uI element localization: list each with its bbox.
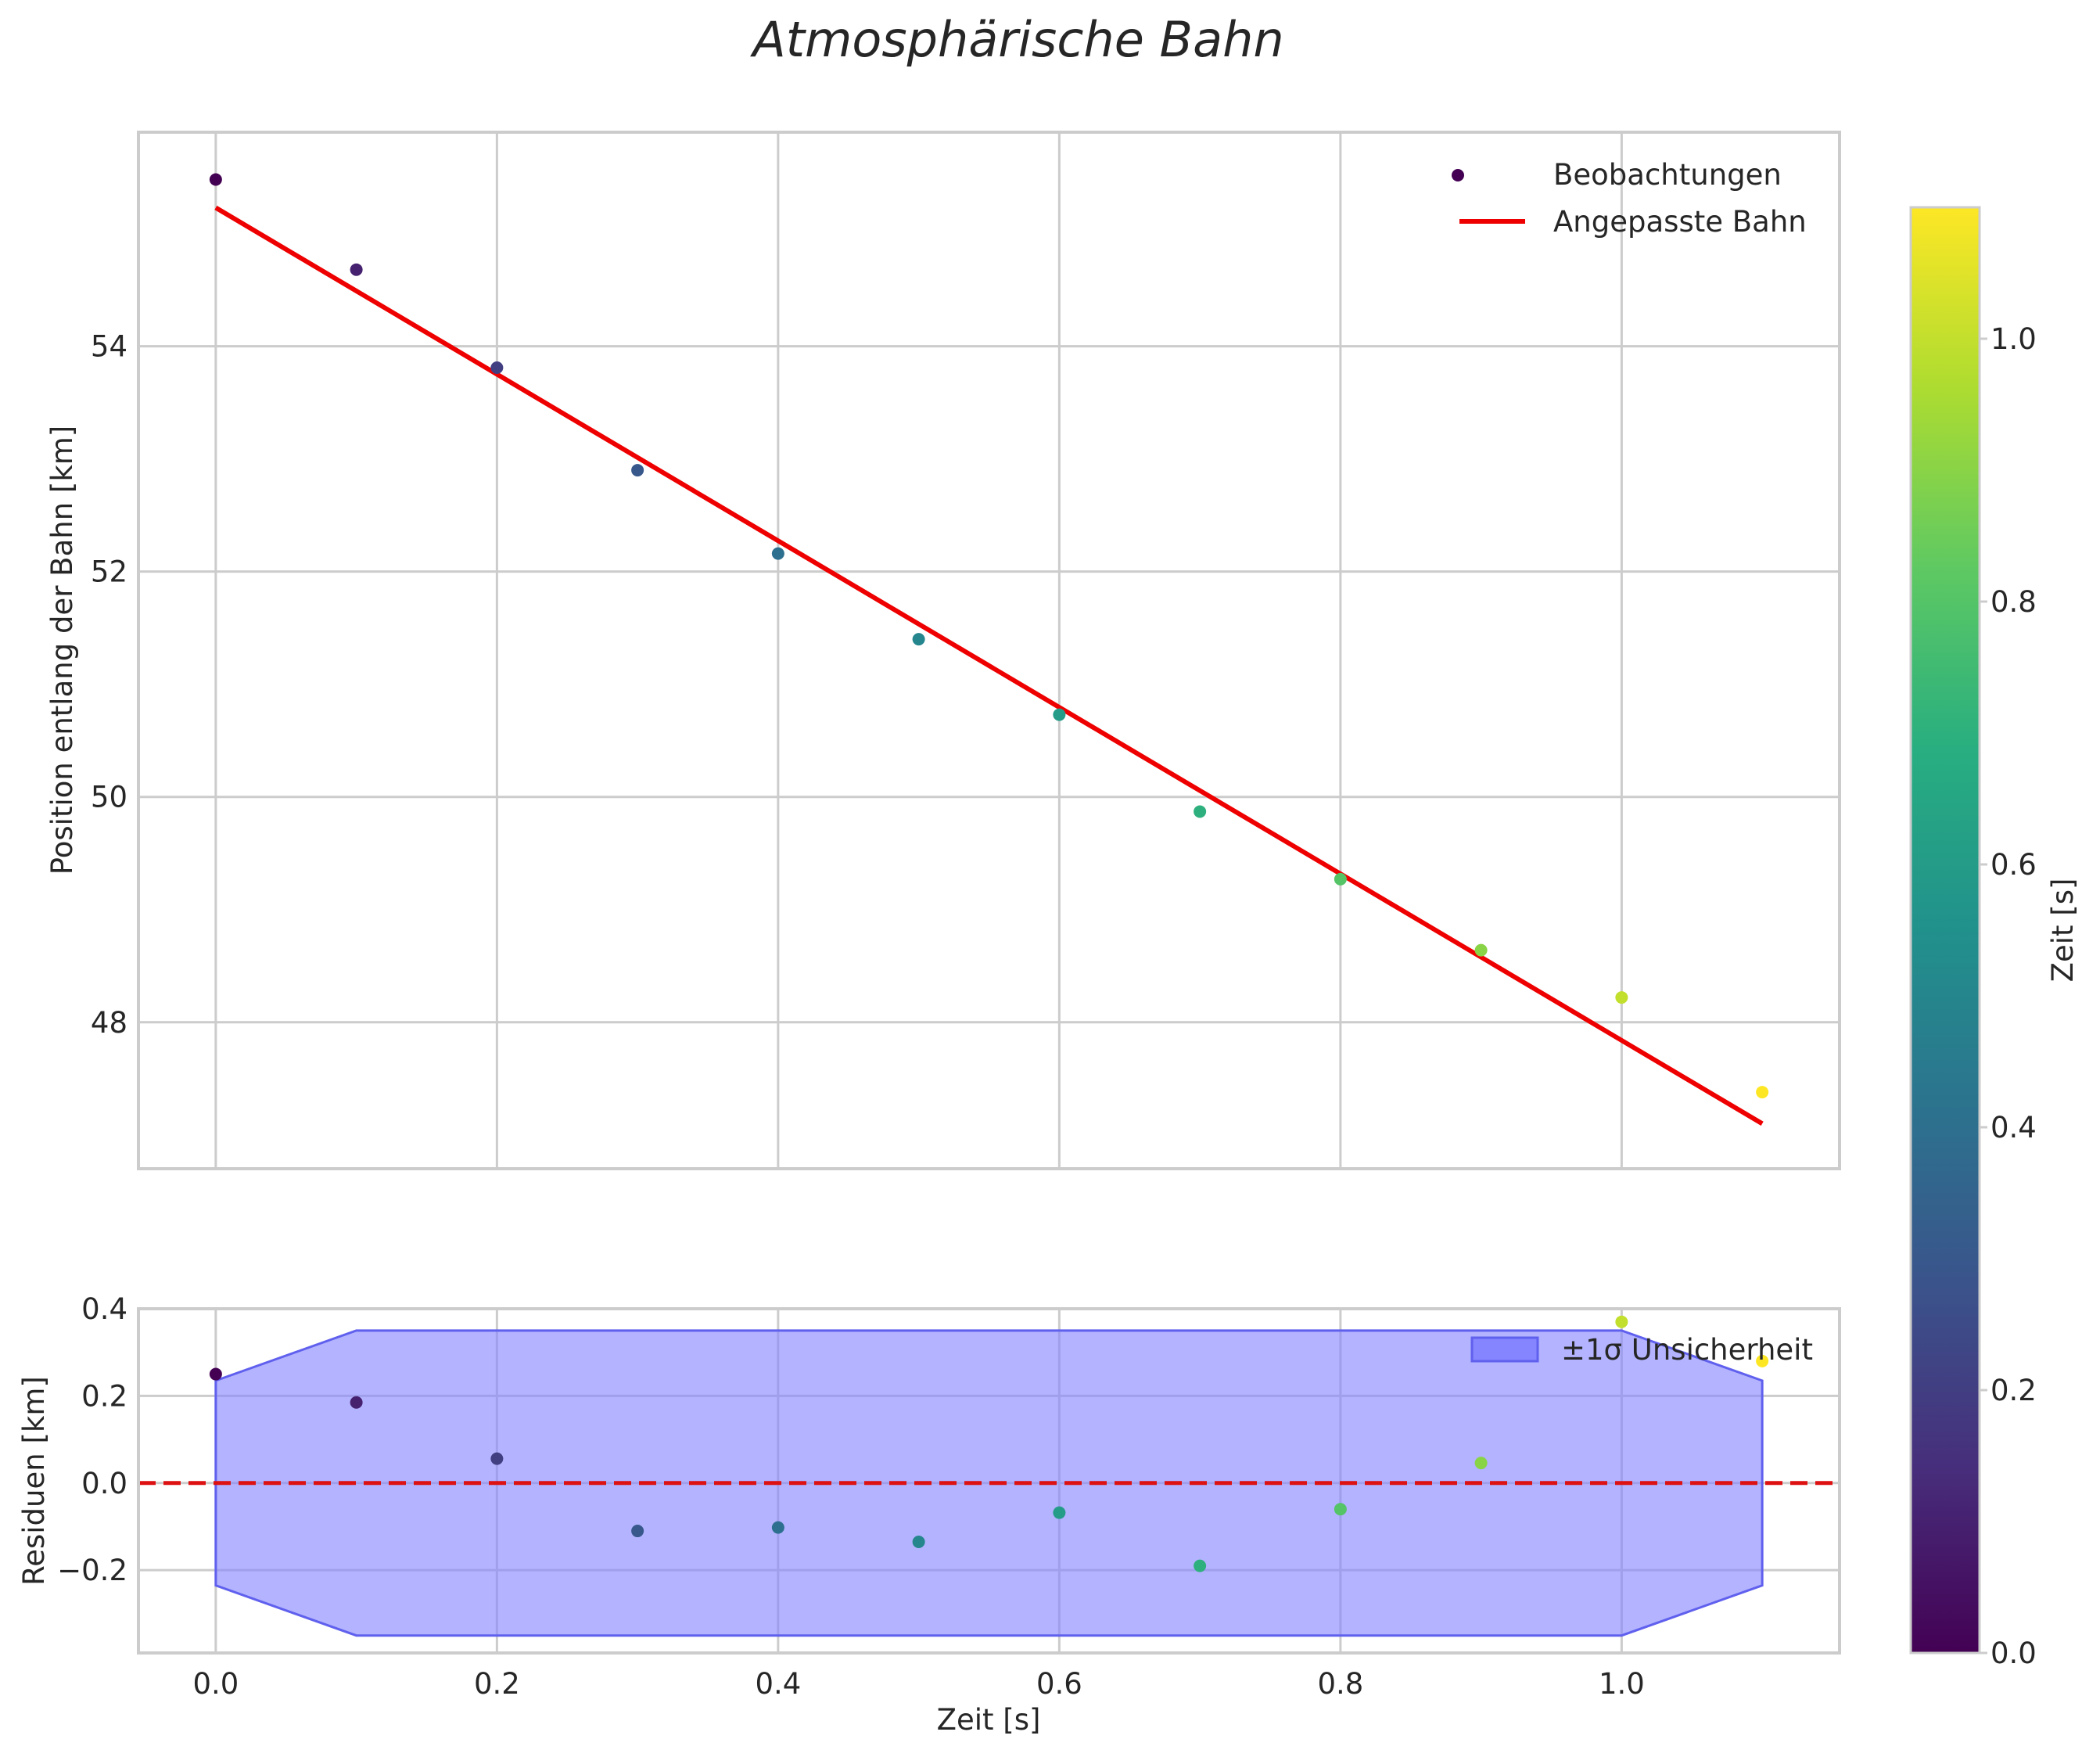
residual-point (350, 1396, 363, 1409)
x-tick-label: 1.0 (1599, 1667, 1645, 1701)
x-tick-label: 0.4 (755, 1667, 801, 1701)
observation-point (1334, 872, 1347, 886)
residuals-y-axis-label: Residuen [km] (17, 1376, 51, 1586)
residuals-y-tick-label: 0.2 (81, 1379, 127, 1413)
main-grid (138, 132, 1840, 1169)
legend-marker-observations (1452, 169, 1464, 181)
uncertainty-band (214, 1329, 1764, 1637)
legend-label-observations: Beobachtungen (1553, 158, 1782, 192)
colorbar-tick-label: 0.6 (1991, 848, 2037, 882)
observation-point (1194, 805, 1207, 818)
residuals-legend[interactable]: ±1σ Unsicherheit (1470, 1333, 1813, 1367)
residuals-y-tick-label: 0.0 (81, 1467, 127, 1500)
residuals-y-tick-label: 0.4 (81, 1292, 127, 1326)
colorbar-label: Zeit [s] (2046, 878, 2080, 983)
main-y-tick-label: 54 (91, 330, 127, 364)
residuals-plot-frame (137, 1307, 1841, 1655)
main-y-tick-label: 50 (91, 781, 127, 814)
observation-point (1474, 943, 1488, 957)
colorbar-tick-label: 1.0 (1991, 322, 2037, 356)
residual-point (1474, 1457, 1488, 1470)
residual-point (1756, 1354, 1769, 1367)
main-y-tick-label: 52 (91, 555, 127, 589)
residuals-plot-marks (138, 1315, 1840, 1637)
colorbar (1909, 206, 1981, 1655)
observation-point (1615, 991, 1628, 1004)
x-tick-label: 0.0 (192, 1667, 239, 1701)
colorbar-tick-label: 0.0 (1991, 1637, 2037, 1670)
residuals-y-tick-label: −0.2 (57, 1554, 127, 1587)
main-plot-marks (209, 173, 1769, 1126)
x-axis-label: Zeit [s] (937, 1703, 1041, 1737)
observation-point (1756, 1086, 1769, 1099)
colorbar-tick-label: 0.2 (1991, 1374, 2037, 1407)
residuals-tick-labels: −0.2 0.0 0.2 0.4 0.0 0.2 0.4 0.6 0.8 1.0 (57, 1292, 1645, 1701)
residual-point (771, 1521, 784, 1534)
observation-point (912, 633, 925, 646)
fit-line (214, 205, 1764, 1126)
residual-point (209, 1367, 222, 1381)
residual-point (631, 1525, 644, 1538)
residual-point (490, 1452, 504, 1465)
legend-label-fit-line: Angepasste Bahn (1553, 205, 1807, 239)
main-plot-frame (137, 131, 1841, 1170)
colorbar-tick-label: 0.4 (1991, 1111, 2037, 1144)
legend-label-uncertainty-band: ±1σ Unsicherheit (1561, 1333, 1813, 1367)
main-y-axis-label: Position entlang der Bahn [km] (45, 426, 79, 875)
observation-point (209, 173, 222, 186)
chart-title: Atmosphärische Bahn (749, 11, 1283, 68)
observation-point (350, 263, 363, 276)
observation-point (1053, 708, 1066, 721)
x-tick-label: 0.6 (1036, 1667, 1082, 1701)
colorbar-tick-labels: 0.0 0.2 0.4 0.6 0.8 1.0 (1980, 322, 2037, 1670)
main-tick-labels: 48 50 52 54 (91, 330, 127, 1040)
residual-point (1194, 1559, 1207, 1572)
residual-point (1615, 1315, 1628, 1328)
colorbar-tick-label: 0.8 (1991, 585, 2037, 619)
residual-point (912, 1535, 925, 1548)
main-y-tick-label: 48 (91, 1006, 127, 1040)
observation-point (631, 464, 644, 477)
residual-point (1053, 1506, 1066, 1519)
x-tick-label: 0.2 (474, 1667, 520, 1701)
main-legend[interactable]: Beobachtungen Angepasste Bahn (1452, 158, 1807, 239)
observation-point (490, 361, 504, 375)
legend-marker-uncertainty-band (1470, 1336, 1539, 1363)
observation-point (771, 547, 784, 560)
residual-point (1334, 1503, 1347, 1516)
x-tick-label: 0.8 (1317, 1667, 1363, 1701)
